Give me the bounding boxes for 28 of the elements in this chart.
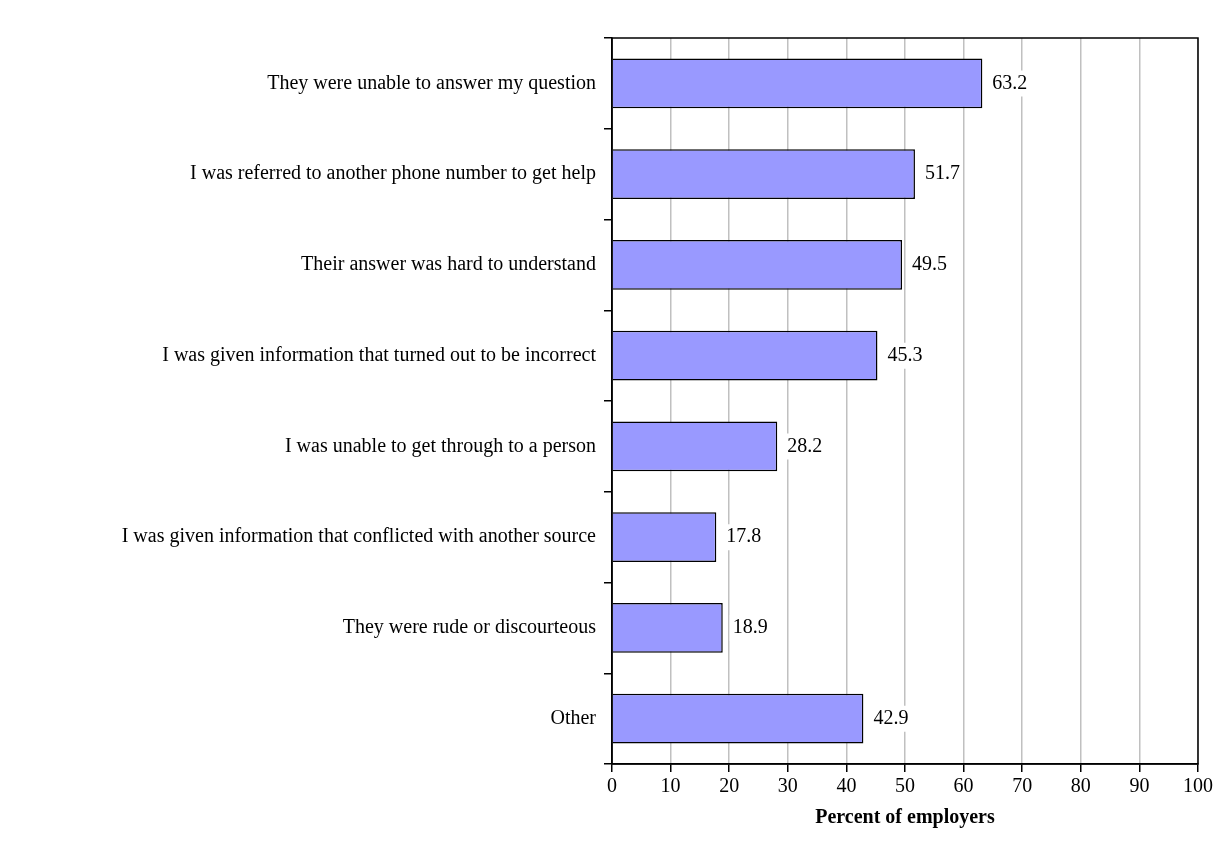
x-tick-label: 10 <box>660 774 681 797</box>
x-tick-label: 70 <box>1012 774 1033 797</box>
y-tick-label: I was given information that turned out to be incorrect <box>162 342 597 366</box>
x-tick-label: 20 <box>719 774 740 797</box>
y-tick-label: They were rude or discourteous <box>342 615 597 639</box>
y-tick-label: I was given information that conflicted with another source <box>121 524 597 548</box>
x-tick-label: 60 <box>953 774 974 797</box>
data-label: 28.2 <box>787 433 823 456</box>
x-tick-label: 50 <box>895 774 915 797</box>
data-label: 63.2 <box>992 70 1028 93</box>
data-label: 18.9 <box>732 615 768 638</box>
y-tick-label: They were unable to answer my question <box>267 70 596 94</box>
y-tick-label: I was referred to another phone number to get help <box>190 161 596 185</box>
x-tick-label: 40 <box>836 774 857 797</box>
x-tick-label: 100 <box>1183 774 1213 797</box>
data-label: 17.8 <box>726 524 762 547</box>
data-label: 45.3 <box>887 342 923 365</box>
y-tick-label: I was unable to get through to a person <box>284 433 596 457</box>
x-axis-title: Percent of employers <box>815 805 995 829</box>
x-tick-label: 80 <box>1070 774 1091 797</box>
x-tick-label: 90 <box>1129 774 1150 797</box>
y-tick-label: Their answer was hard to understand <box>301 252 596 275</box>
data-label: 49.5 <box>912 252 948 275</box>
x-tick-label: 0 <box>607 774 617 797</box>
x-tick-label: 30 <box>777 774 798 797</box>
data-label: 51.7 <box>924 161 960 184</box>
data-label: 42.9 <box>873 705 909 728</box>
y-tick-label: Other <box>550 705 597 728</box>
